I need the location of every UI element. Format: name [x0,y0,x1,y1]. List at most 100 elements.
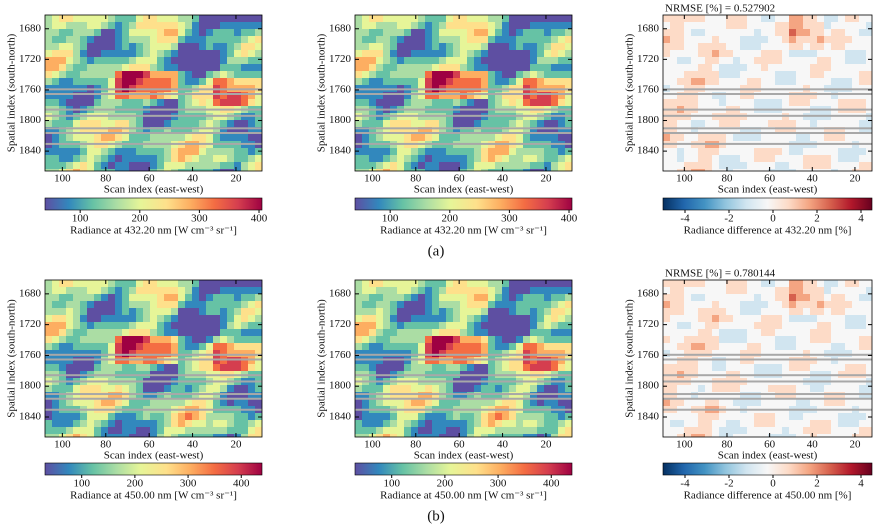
heatmap-cell [719,99,726,106]
heatmap-cell [178,50,185,57]
heatmap-cell [87,22,94,29]
heatmap-cell [845,322,852,329]
heatmap-cell [712,308,719,315]
heatmap-cell [164,155,171,162]
heatmap-cell [213,336,220,343]
heatmap-cell [810,134,817,141]
heatmap-cell [439,322,446,329]
heatmap-cell [59,322,66,329]
heatmap-cell [164,148,171,155]
heatmap-cell [698,427,705,434]
heatmap-cell [143,64,150,71]
y-axis-label: Spatial index (south-north) [316,33,328,152]
heatmap-cell [537,36,544,43]
heatmap-cell [516,57,523,64]
heatmap-cell [530,71,537,78]
heatmap-cell [495,329,502,336]
heatmap-cell [390,148,397,155]
heatmap-cell [362,322,369,329]
heatmap-cell [192,36,199,43]
heatmap-cell [220,64,227,71]
heatmap-cell [558,120,565,127]
heatmap-cell [80,399,87,406]
heatmap-cell [115,99,122,106]
heatmap-cell [761,280,768,287]
heatmap-cell [467,78,474,85]
heatmap-cell [108,287,115,294]
heatmap-cell [530,36,537,43]
heatmap-cell [87,322,94,329]
heatmap-cell [838,99,845,106]
heatmap-cell [467,99,474,106]
heatmap-cell [670,29,677,36]
heatmap-cell [698,134,705,141]
heatmap-cell [87,50,94,57]
heatmap-cell [192,343,199,350]
heatmap-cell [712,36,719,43]
heatmap-cell [227,364,234,371]
heatmap-cell [719,120,726,127]
heatmap-cell [425,315,432,322]
heatmap-cell [761,294,768,301]
heatmap-cell [684,15,691,22]
heatmap-cell [558,29,565,36]
heatmap-cell [551,343,558,350]
heatmap-cell [397,134,404,141]
heatmap-cell [59,364,66,371]
heatmap-cell [495,134,502,141]
heatmap-cell [52,120,59,127]
x-tick-label: 20 [230,173,242,185]
heatmap-cell [838,399,845,406]
heatmap-cell [740,78,747,85]
heatmap-cell [530,294,537,301]
heatmap-cell [192,64,199,71]
heatmap-cell [164,36,171,43]
heatmap-cell [705,343,712,350]
heatmap-cell [691,329,698,336]
heatmap-cell [544,78,551,85]
heatmap-cell [691,36,698,43]
y-tick-label: 1760 [329,83,352,95]
heatmap-cell [719,43,726,50]
heatmap-cell [220,343,227,350]
heatmap-cell [425,155,432,162]
heatmap-cell [831,399,838,406]
heatmap-cell [411,343,418,350]
heatmap-cell [530,280,537,287]
heatmap-cell [241,162,248,169]
heatmap-cell [418,162,425,169]
heatmap-cell [87,120,94,127]
heatmap-cell [101,315,108,322]
heatmap-cell [425,343,432,350]
heatmap-cell [171,36,178,43]
heatmap-cell [551,162,558,169]
heatmap-cell [852,420,859,427]
heatmap-cell [474,434,481,437]
heatmap-cell [234,15,241,22]
y-tick-label: 1680 [637,22,660,34]
heatmap-cell [178,322,185,329]
heatmap-cell [376,57,383,64]
heatmap-cell [59,71,66,78]
heatmap-cell [439,420,446,427]
heatmap-cell [157,413,164,420]
heatmap-cell [157,134,164,141]
heatmap-cell [530,50,537,57]
heatmap-cell [129,162,136,169]
heatmap-cell [803,64,810,71]
heatmap-cell [705,280,712,287]
heatmap-cell [234,301,241,308]
heatmap-cell [213,99,220,106]
heatmap-cell [136,280,143,287]
heatmap-cell [488,385,495,392]
heatmap-cell [248,350,255,357]
heatmap-cell [59,301,66,308]
heatmap-cell [150,301,157,308]
heatmap-cell [670,162,677,169]
heatmap-cell [747,308,754,315]
heatmap-cell [178,22,185,29]
heatmap-cell [516,162,523,169]
heatmap-cell [467,434,474,437]
heatmap-cell [390,78,397,85]
